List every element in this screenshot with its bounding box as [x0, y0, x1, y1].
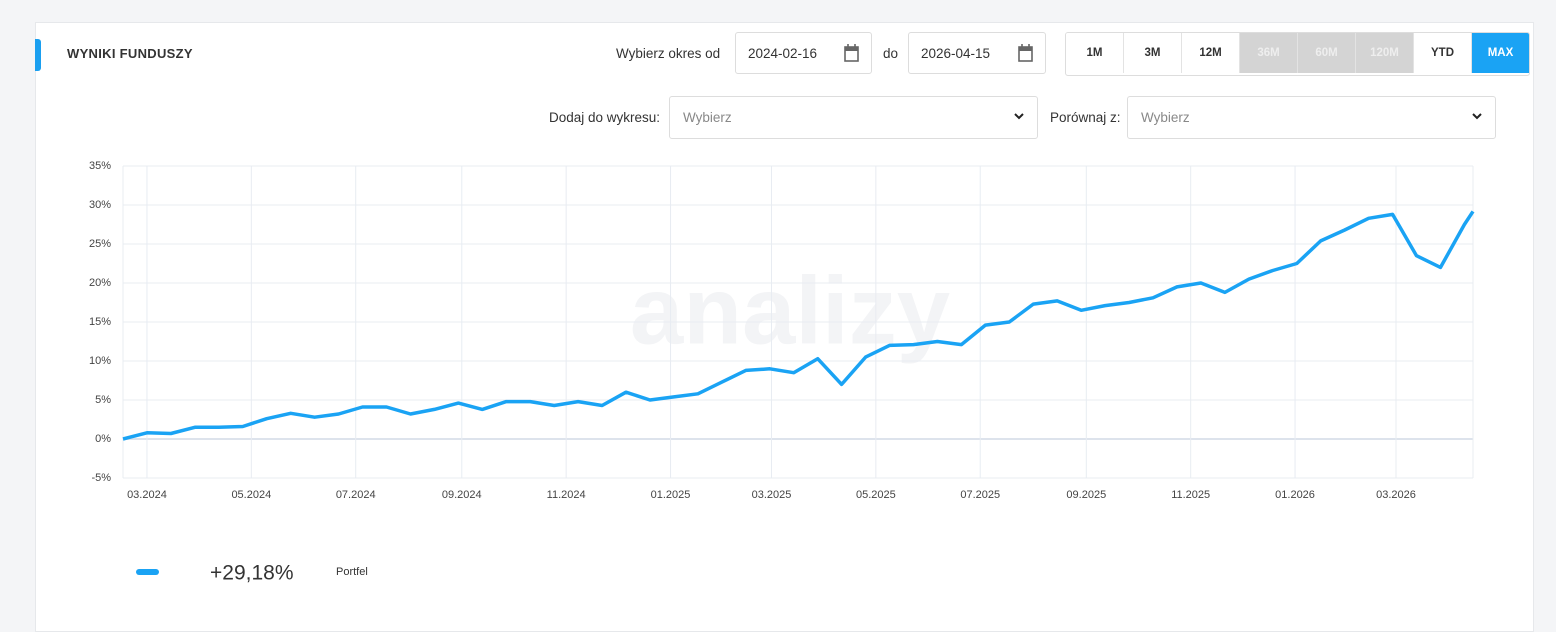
x-tick-label: 05.2025	[856, 489, 896, 501]
add-select[interactable]: Wybierz	[669, 96, 1038, 139]
y-tick-label: -5%	[91, 472, 111, 484]
range-button[interactable]: 1M	[1066, 33, 1124, 73]
y-tick-label: 0%	[95, 433, 111, 445]
range-button[interactable]: 3M	[1124, 33, 1182, 73]
range-buttons: 1M 3M 12M 36M 60M 120M YTD MAX	[1065, 32, 1530, 76]
x-tick-label: 11.2025	[1171, 489, 1210, 501]
date-to-input[interactable]: 2026-04-15	[908, 32, 1046, 74]
accent-bar	[35, 39, 41, 71]
y-tick-label: 30%	[89, 199, 111, 211]
legend-label: Portfel	[336, 566, 368, 578]
calendar-icon	[844, 44, 859, 62]
x-tick-label: 03.2026	[1376, 489, 1416, 501]
watermark: analizy	[630, 257, 950, 364]
x-tick-label: 03.2025	[752, 489, 792, 501]
date-to: 2026-04-15	[921, 45, 991, 61]
y-tick-label: 10%	[89, 355, 111, 367]
x-tick-label: 01.2026	[1275, 489, 1315, 501]
range-button: 120M	[1356, 33, 1414, 73]
series-line	[122, 210, 1475, 441]
range-button: 60M	[1298, 33, 1356, 73]
range-button: 36M	[1240, 33, 1298, 73]
chevron	[1472, 113, 1482, 120]
section-title: WYNIKI FUNDUSZY	[67, 46, 193, 61]
date-from: 2024-02-16	[748, 45, 818, 61]
compare-label: Porównaj z:	[1050, 110, 1121, 125]
to-label: do	[883, 46, 899, 61]
period-label: Wybierz okres od	[616, 46, 721, 61]
calendar-icon	[1018, 44, 1033, 62]
y-tick-label: 20%	[89, 277, 111, 289]
y-tick-label: 15%	[89, 316, 111, 328]
y-tick-label: 5%	[95, 394, 111, 406]
date-from-input[interactable]: 2024-02-16	[735, 32, 872, 74]
x-tick-label: 05.2024	[231, 489, 271, 501]
x-tick-label: 01.2025	[651, 489, 691, 501]
x-tick-label: 03.2024	[127, 489, 167, 501]
add-placeholder: Wybierz	[683, 110, 732, 125]
x-tick-label: 09.2025	[1066, 489, 1106, 501]
compare-placeholder: Wybierz	[1141, 110, 1190, 125]
compare-select[interactable]: Wybierz	[1127, 96, 1496, 139]
y-tick-label: 35%	[89, 160, 111, 172]
x-tick-label: 09.2024	[442, 489, 482, 501]
legend-summary: +29,18%	[210, 562, 294, 585]
range-button[interactable]: MAX	[1472, 33, 1529, 73]
x-tick-label: 07.2024	[336, 489, 376, 501]
range-button[interactable]: 12M	[1182, 33, 1240, 73]
y-tick-label: 25%	[89, 238, 111, 250]
add-label: Dodaj do wykresu:	[549, 110, 661, 125]
x-tick-label: 11.2024	[547, 489, 586, 501]
x-tick-label: 07.2025	[960, 489, 1000, 501]
chevron	[1014, 113, 1024, 120]
range-button[interactable]: YTD	[1414, 33, 1472, 73]
